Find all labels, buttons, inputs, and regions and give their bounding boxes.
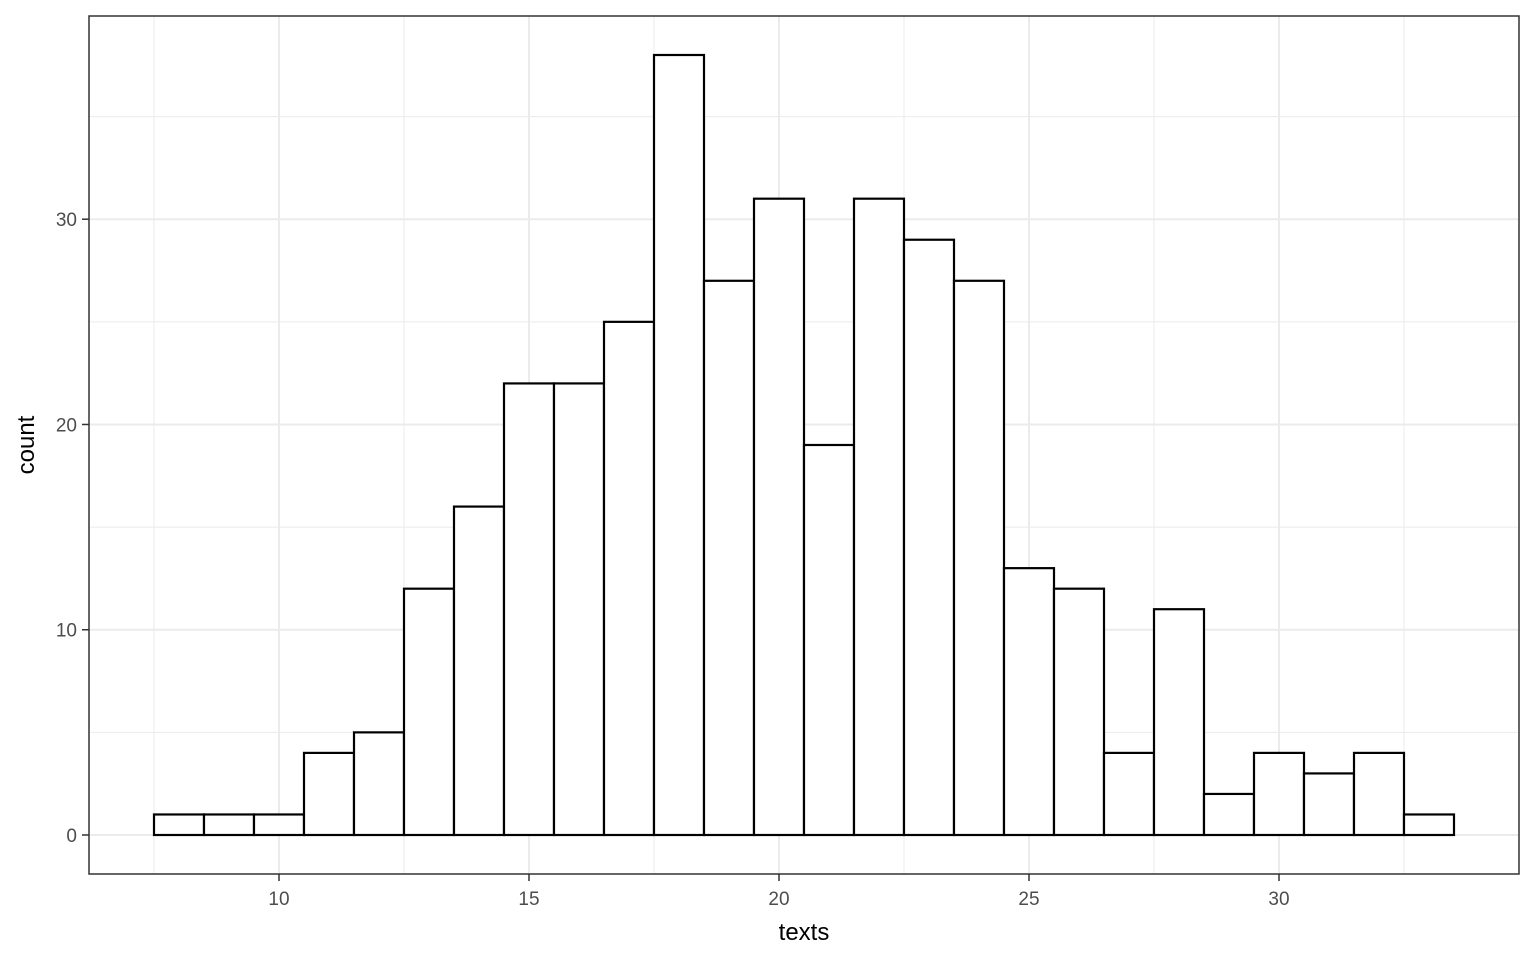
x-tick-label: 20 bbox=[768, 889, 789, 910]
x-tick-label: 10 bbox=[268, 889, 289, 910]
histogram-bar bbox=[502, 382, 556, 837]
histogram-bar bbox=[1102, 751, 1156, 837]
histogram-bar bbox=[652, 53, 706, 837]
y-tick-label: 30 bbox=[56, 210, 77, 231]
histogram-bar bbox=[402, 587, 456, 837]
histogram-bar bbox=[602, 320, 656, 837]
x-axis-ticks: 10 15 20 25 30 bbox=[268, 874, 1290, 910]
histogram-bar bbox=[902, 238, 956, 837]
x-tick-label: 15 bbox=[518, 889, 539, 910]
histogram-bar bbox=[202, 813, 256, 837]
histogram-bar bbox=[1052, 587, 1106, 837]
y-axis-title: count bbox=[13, 415, 40, 474]
histogram-bar bbox=[1002, 567, 1056, 837]
y-tick-label: 20 bbox=[56, 415, 77, 436]
x-axis-title: texts bbox=[779, 919, 830, 946]
histogram-bar bbox=[252, 813, 306, 837]
histogram-bar bbox=[452, 505, 506, 837]
histogram-bar bbox=[1202, 792, 1256, 837]
histogram-bar bbox=[1302, 772, 1356, 837]
y-axis-ticks: 0 10 20 30 bbox=[56, 210, 89, 847]
histogram-bars bbox=[152, 53, 1456, 837]
histogram-bar bbox=[1352, 751, 1406, 837]
histogram-bar bbox=[852, 197, 906, 837]
histogram-bar bbox=[152, 813, 206, 837]
x-tick-label: 25 bbox=[1018, 889, 1039, 910]
histogram-bar bbox=[1152, 608, 1206, 837]
histogram-bar bbox=[1402, 813, 1456, 837]
histogram-bar bbox=[352, 731, 406, 837]
histogram-bar bbox=[1252, 751, 1306, 837]
histogram-bar bbox=[752, 197, 806, 837]
histogram-bar bbox=[702, 279, 756, 837]
x-tick-label: 30 bbox=[1268, 889, 1289, 910]
histogram-bar bbox=[952, 279, 1006, 837]
histogram-bar bbox=[802, 443, 856, 837]
histogram-bar bbox=[302, 751, 356, 837]
histogram-bar bbox=[552, 382, 606, 837]
y-tick-label: 0 bbox=[66, 826, 77, 847]
y-tick-label: 10 bbox=[56, 621, 77, 642]
panel-border bbox=[88, 15, 1520, 875]
